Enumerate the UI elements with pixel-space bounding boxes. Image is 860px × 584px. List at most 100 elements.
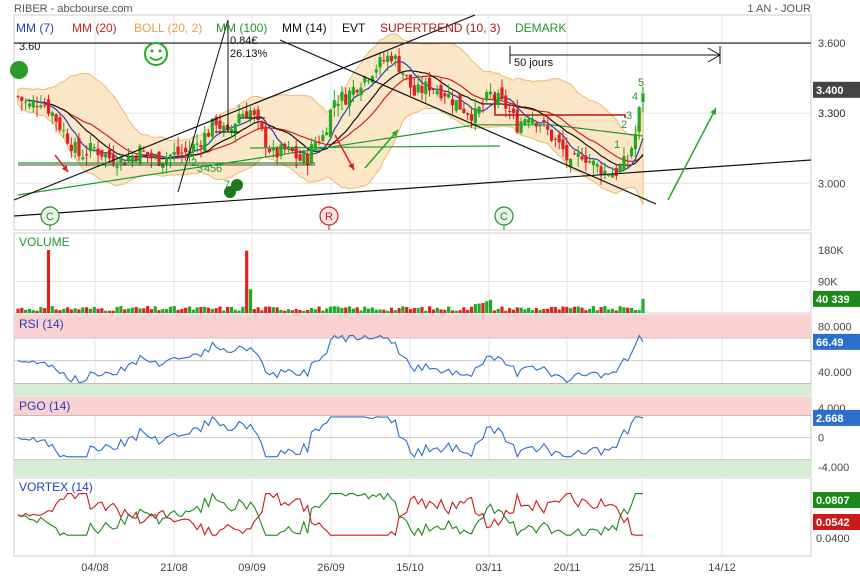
- volume-bar: [374, 309, 378, 313]
- volume-bar: [58, 310, 62, 313]
- candle-body: [431, 88, 435, 90]
- volume-bar: [119, 306, 123, 313]
- volume-bar: [317, 306, 321, 313]
- rsi-tick: 40.000: [818, 367, 852, 379]
- volume-bar: [466, 310, 470, 313]
- x-tick-label: 21/08: [160, 562, 188, 574]
- rsi-line: [17, 334, 644, 384]
- volume-bar: [252, 309, 256, 313]
- x-tick-label: 20/11: [554, 562, 581, 574]
- candle-body: [447, 93, 451, 98]
- candle-body: [24, 101, 28, 103]
- candle-body: [157, 151, 161, 166]
- candle-body: [248, 110, 253, 121]
- smiley-icon: [144, 42, 168, 66]
- candle-body: [31, 100, 35, 108]
- candle-body: [176, 146, 180, 155]
- candle-body: [450, 99, 455, 106]
- volume-bar: [637, 310, 641, 313]
- volume-bar: [549, 306, 554, 313]
- volume-bar: [412, 307, 416, 313]
- volume-bar: [325, 308, 329, 313]
- candle-body: [393, 55, 397, 59]
- candle-body: [325, 132, 329, 136]
- candle-body: [637, 107, 641, 132]
- volume-tick: 180K: [818, 245, 844, 257]
- volume-bar: [180, 308, 184, 313]
- volume-bar: [126, 308, 131, 313]
- candle-body: [54, 114, 58, 122]
- candle-body: [340, 91, 344, 101]
- candle-body: [245, 111, 249, 118]
- volume-bar: [473, 304, 477, 313]
- volume-bar: [332, 306, 336, 313]
- pgo-overbought-zone: [14, 397, 811, 416]
- legend-item: MM (100): [216, 21, 267, 35]
- candle-body: [195, 143, 199, 145]
- volume-bar: [382, 309, 386, 313]
- candle-body: [168, 154, 173, 159]
- volume-bar: [557, 309, 561, 313]
- volume-bar: [73, 308, 77, 313]
- volume-bar: [107, 310, 112, 313]
- volume-bar: [527, 307, 531, 313]
- volume-bar: [462, 307, 466, 313]
- volume-bar: [538, 309, 542, 313]
- volume-bar: [496, 308, 500, 313]
- volume-bar: [62, 308, 66, 313]
- candle-body: [591, 160, 596, 166]
- volume-bar: [405, 307, 409, 313]
- sell-arrow: [334, 134, 355, 171]
- rsi-last-label-box: [813, 333, 860, 350]
- volume-bar: [469, 306, 474, 313]
- volume-bar: [359, 310, 363, 313]
- candle-body: [633, 134, 637, 150]
- candle-body: [401, 72, 405, 75]
- volume-bar: [378, 309, 382, 313]
- candle-body: [424, 81, 428, 95]
- volume-bar: [31, 310, 35, 313]
- candle-body: [16, 96, 20, 98]
- volume-bar: [241, 306, 245, 313]
- candle-body: [229, 128, 234, 133]
- signal-badge-label: C: [500, 211, 508, 223]
- candle-body: [408, 74, 413, 88]
- candle-body: [477, 106, 481, 114]
- candle-body: [92, 147, 96, 149]
- smiley-eye: [158, 49, 162, 53]
- volume-bar: [226, 306, 230, 313]
- candle-body: [283, 143, 287, 150]
- candle-body: [565, 144, 569, 161]
- candle-body: [317, 141, 321, 144]
- app-title: RIBER - abcbourse.com: [14, 3, 133, 15]
- candle-body: [530, 118, 535, 124]
- candle-body: [35, 106, 39, 108]
- volume-bar: [351, 308, 355, 313]
- legend-item: EVT: [342, 21, 366, 35]
- candle-body: [145, 151, 150, 156]
- candle-body: [20, 96, 24, 101]
- volume-bar: [248, 289, 253, 313]
- volume-bar: [458, 310, 462, 313]
- channel-trendline: [13, 14, 476, 201]
- candle-body: [439, 84, 443, 99]
- volume-bar: [69, 309, 73, 313]
- candle-body: [626, 160, 630, 162]
- vortex-plus-line: [17, 492, 643, 537]
- candle-body: [576, 152, 580, 158]
- volume-bar: [408, 309, 413, 313]
- candle-body: [138, 145, 142, 165]
- volume-bar: [84, 307, 89, 313]
- volume-bar: [584, 310, 588, 313]
- volume-bar: [210, 308, 214, 313]
- volume-bar: [176, 309, 180, 313]
- volume-bar: [633, 309, 637, 313]
- volume-bar: [367, 308, 371, 313]
- volume-bar: [511, 309, 516, 313]
- candle-body: [84, 154, 89, 156]
- candle-body: [618, 165, 622, 172]
- pgo-tick: -4.000: [818, 462, 849, 474]
- rsi-oversold-zone: [14, 383, 811, 395]
- period-label: 1 AN - JOUR: [747, 3, 811, 15]
